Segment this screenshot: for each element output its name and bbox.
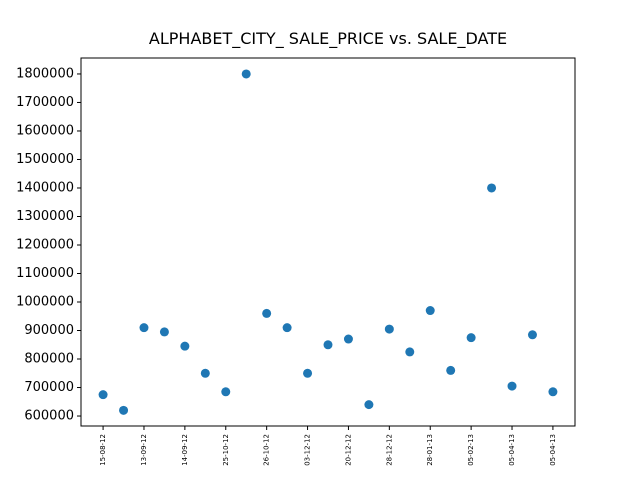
point — [364, 400, 374, 410]
x-tick-label: 03-12-12 — [304, 434, 312, 466]
y-tick-label: 1400000 — [16, 180, 74, 195]
x-tick-label: 25-10-12 — [222, 434, 230, 466]
y-tick-label: 700000 — [24, 380, 74, 395]
y-tick-label: 900000 — [24, 323, 74, 338]
x-tick-label: 20-12-12 — [344, 434, 352, 466]
chart-title: ALPHABET_CITY_ SALE_PRICE vs. SALE_DATE — [149, 29, 507, 49]
point — [159, 327, 169, 337]
point — [343, 334, 353, 344]
point — [282, 323, 292, 333]
y-tick-label: 800000 — [24, 352, 74, 367]
point — [405, 347, 415, 357]
point — [425, 306, 435, 316]
y-tick-label: 600000 — [24, 409, 74, 424]
x-tick-label: 28-12-12 — [385, 434, 393, 466]
point — [262, 308, 272, 318]
x-tick-label: 28-01-13 — [426, 434, 434, 466]
point — [98, 390, 108, 400]
x-tick-label: 05-04-13 — [508, 434, 516, 466]
point — [548, 387, 558, 397]
point — [527, 330, 537, 340]
point — [487, 183, 497, 193]
point — [241, 69, 251, 79]
point — [323, 340, 333, 350]
point — [200, 368, 210, 378]
y-tick-label: 1200000 — [16, 237, 74, 252]
point — [139, 323, 149, 333]
y-tick-label: 1300000 — [16, 209, 74, 224]
x-tick-label: 26-10-12 — [263, 434, 271, 466]
y-tick-label: 1500000 — [16, 152, 74, 167]
point — [507, 381, 517, 391]
x-tick-label: 14-09-12 — [181, 434, 189, 466]
x-tick-label: 13-09-12 — [140, 434, 148, 466]
point — [221, 387, 231, 397]
y-tick-label: 1700000 — [16, 95, 74, 110]
point — [303, 368, 313, 378]
point — [119, 405, 129, 415]
point — [466, 333, 476, 343]
point — [180, 341, 190, 351]
y-tick-label: 1100000 — [16, 266, 74, 281]
y-tick-label: 1000000 — [16, 295, 74, 310]
x-tick-label: 05-02-13 — [467, 434, 475, 466]
y-tick-label: 1600000 — [16, 123, 74, 138]
point — [446, 365, 456, 375]
plot-frame — [80, 57, 576, 427]
y-tick-label: 1800000 — [16, 66, 74, 81]
x-tick-label: 15-08-12 — [99, 434, 107, 466]
point — [384, 324, 394, 334]
x-tick-label: 05-04-13 — [549, 434, 557, 466]
